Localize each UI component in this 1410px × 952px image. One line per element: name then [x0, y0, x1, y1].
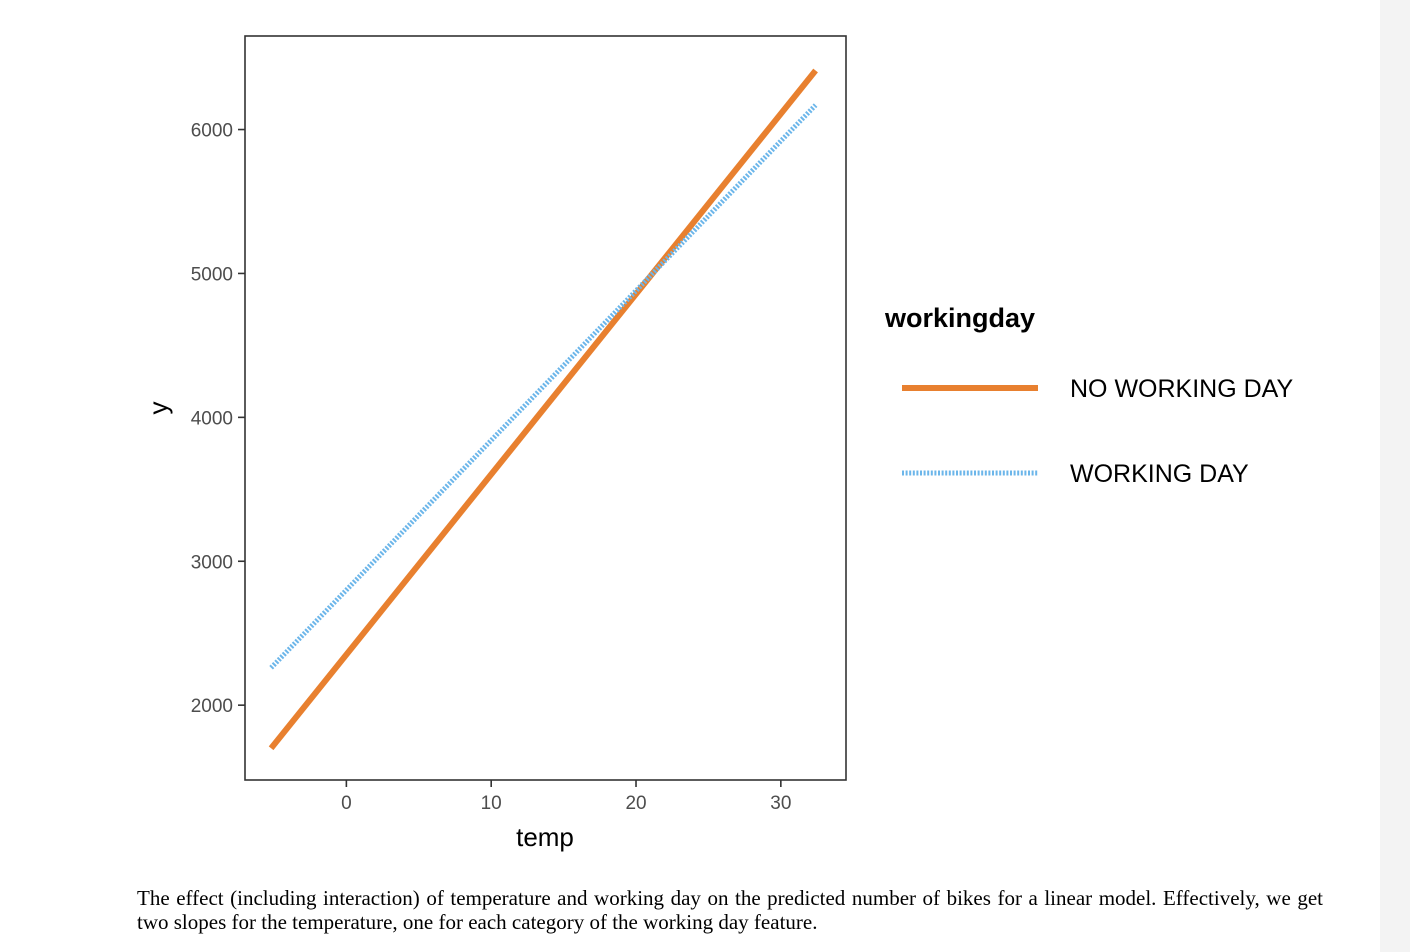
series-line-0: [268, 68, 818, 751]
y-tick-label: 5000: [191, 264, 233, 285]
line-chart: 0 10 20 30 2000 3000 4000 5000 6000 temp y work…: [143, 35, 1293, 852]
y-axis: 2000 3000 4000 5000 6000: [191, 121, 245, 717]
y-tick-label: 6000: [191, 121, 233, 142]
y-tick-label: 3000: [191, 552, 233, 573]
legend-label-0: NO WORKING DAY: [1070, 375, 1293, 403]
legend: workingday NO WORKING DAY WORKING DAY: [884, 303, 1293, 488]
figure-caption: The effect (including interaction) of te…: [137, 886, 1323, 934]
legend-title: workingday: [884, 303, 1035, 333]
x-tick-label: 30: [770, 793, 791, 814]
y-axis-title: y: [143, 402, 173, 415]
x-tick-label: 10: [481, 793, 502, 814]
y-tick-label: 4000: [191, 408, 233, 429]
y-tick-label: 2000: [191, 696, 233, 717]
x-tick-label: 0: [341, 793, 352, 814]
x-axis: 0 10 20 30: [341, 780, 791, 814]
legend-label-1: WORKING DAY: [1070, 460, 1249, 488]
plot-panel-border: [244, 35, 847, 781]
series-line-1: [269, 103, 818, 670]
x-tick-label: 20: [625, 793, 646, 814]
page-right-margin: [1380, 0, 1410, 952]
series-layer: [268, 68, 818, 751]
x-axis-title: temp: [516, 822, 574, 852]
